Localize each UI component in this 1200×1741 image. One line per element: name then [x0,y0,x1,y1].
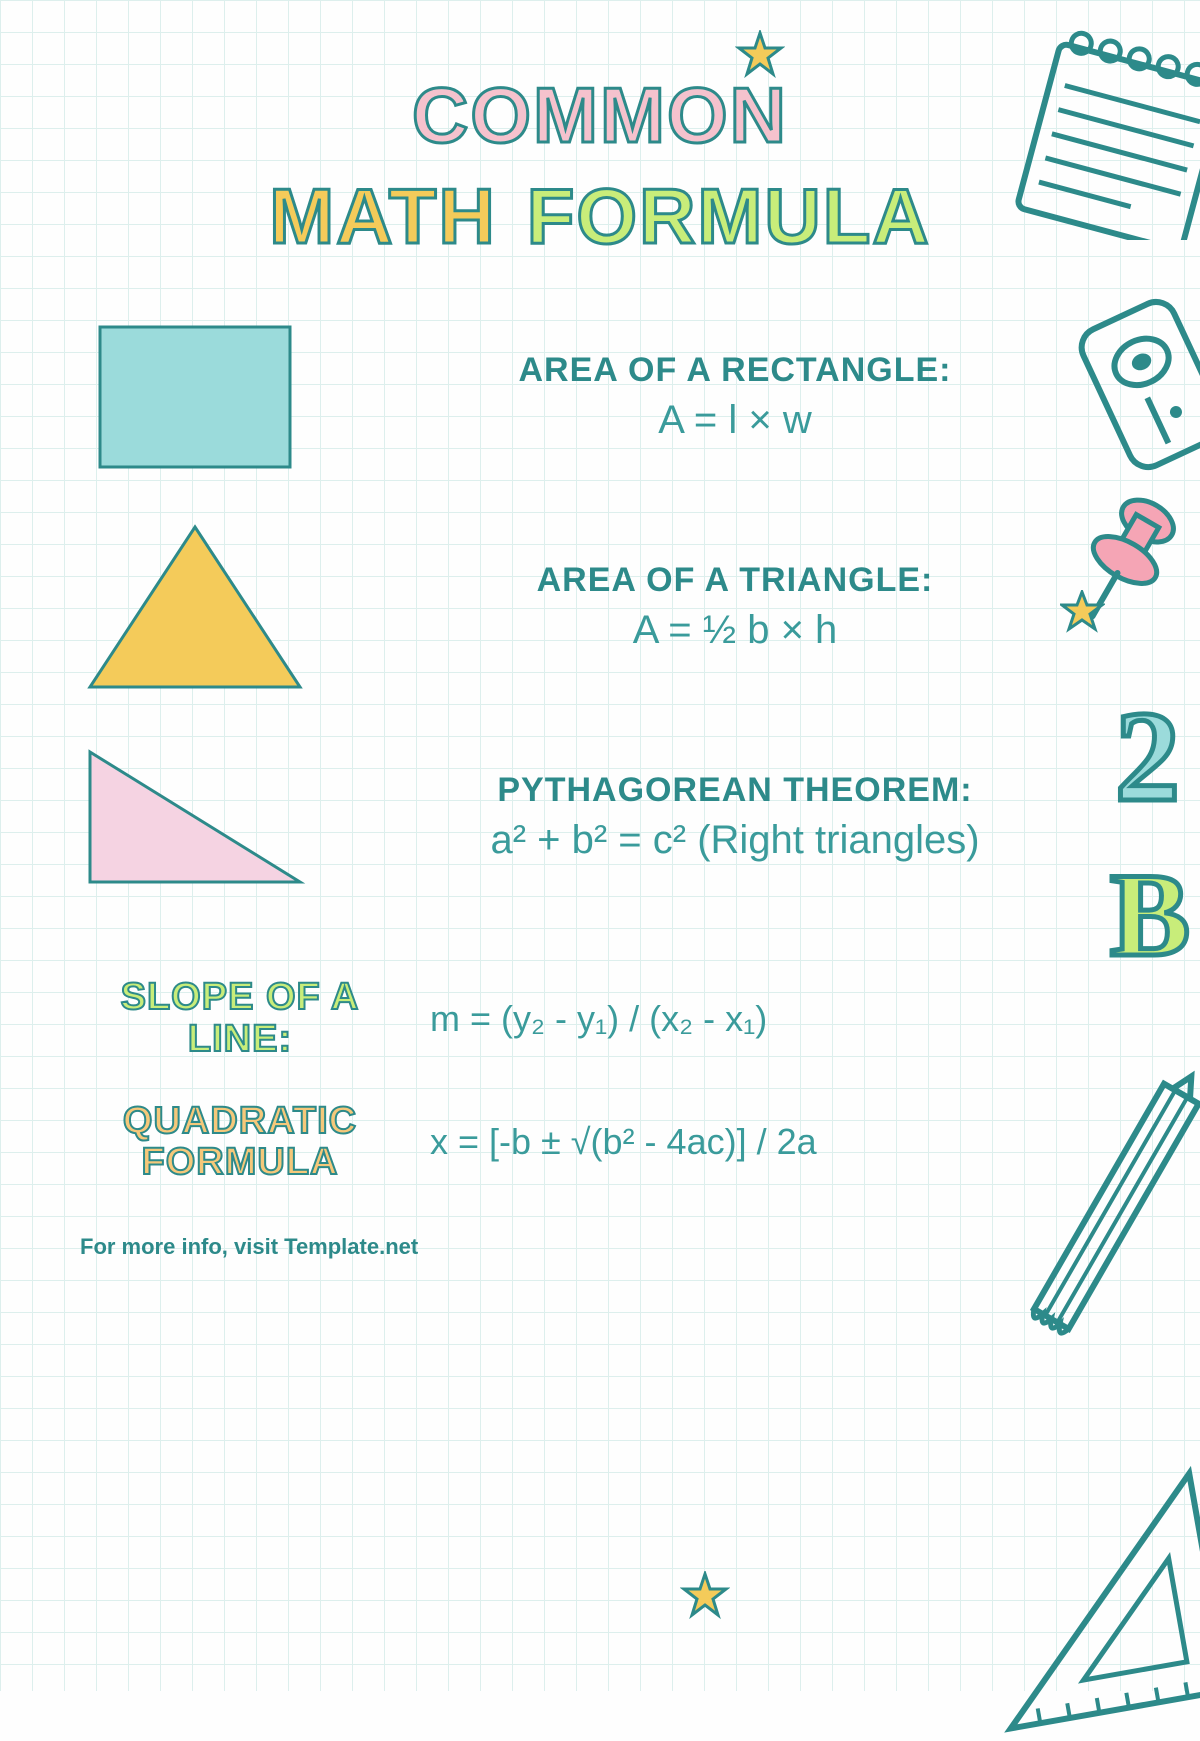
formula-row-quadratic: Quadratic Formula x = [-b ± √(b² - 4ac)]… [80,1101,1120,1185]
formula-row-pythagorean: Pythagorean Theorem: a² + b² = c² (Right… [80,742,1120,892]
star-icon [1060,590,1105,635]
sharpener-icon [1060,280,1200,480]
svg-text:2: 2 [1115,690,1180,829]
title-block: Common Math Formula [80,70,1120,262]
triangle-label: Area of a Triangle: [350,561,1120,600]
slope-equation: m = (y₂ - y₁) / (x₂ - x₁) [430,998,1120,1040]
triangle-icon [80,517,310,697]
quadratic-label: Quadratic Formula [80,1101,400,1185]
star-icon [735,30,785,80]
rectangle-label: Area of a Rectangle: [350,351,1120,390]
star-icon [680,1571,730,1621]
rectangle-equation: A = l × w [350,398,1120,443]
pencil-icon [1010,1060,1200,1380]
formula-row-slope: Slope of a Line: m = (y₂ - y₁) / (x₂ - x… [80,977,1120,1061]
title-word-1: Common [412,70,788,161]
footer-text: For more info, visit Template.net [80,1234,1120,1260]
pythagorean-equation: a² + b² = c² (Right triangles) [350,818,1120,863]
formula-row-triangle: Area of a Triangle: A = ½ b × h [80,517,1120,697]
triangle-ruler-icon [960,1461,1200,1741]
notepad-icon [1000,20,1200,240]
formula-row-rectangle: Area of a Rectangle: A = l × w [80,322,1120,472]
svg-text:B: B [1110,850,1190,981]
pythagorean-label: Pythagorean Theorem: [350,771,1120,810]
triangle-equation: A = ½ b × h [350,608,1120,653]
number-2-icon: 2 [1100,690,1200,840]
letter-b-icon: B [1100,850,1200,990]
rectangle-icon [95,322,295,472]
right-triangle-icon [80,742,310,892]
slope-label: Slope of a Line: [80,977,400,1061]
title-word-3: Formula [527,171,931,262]
title-word-2: Math [269,171,497,262]
